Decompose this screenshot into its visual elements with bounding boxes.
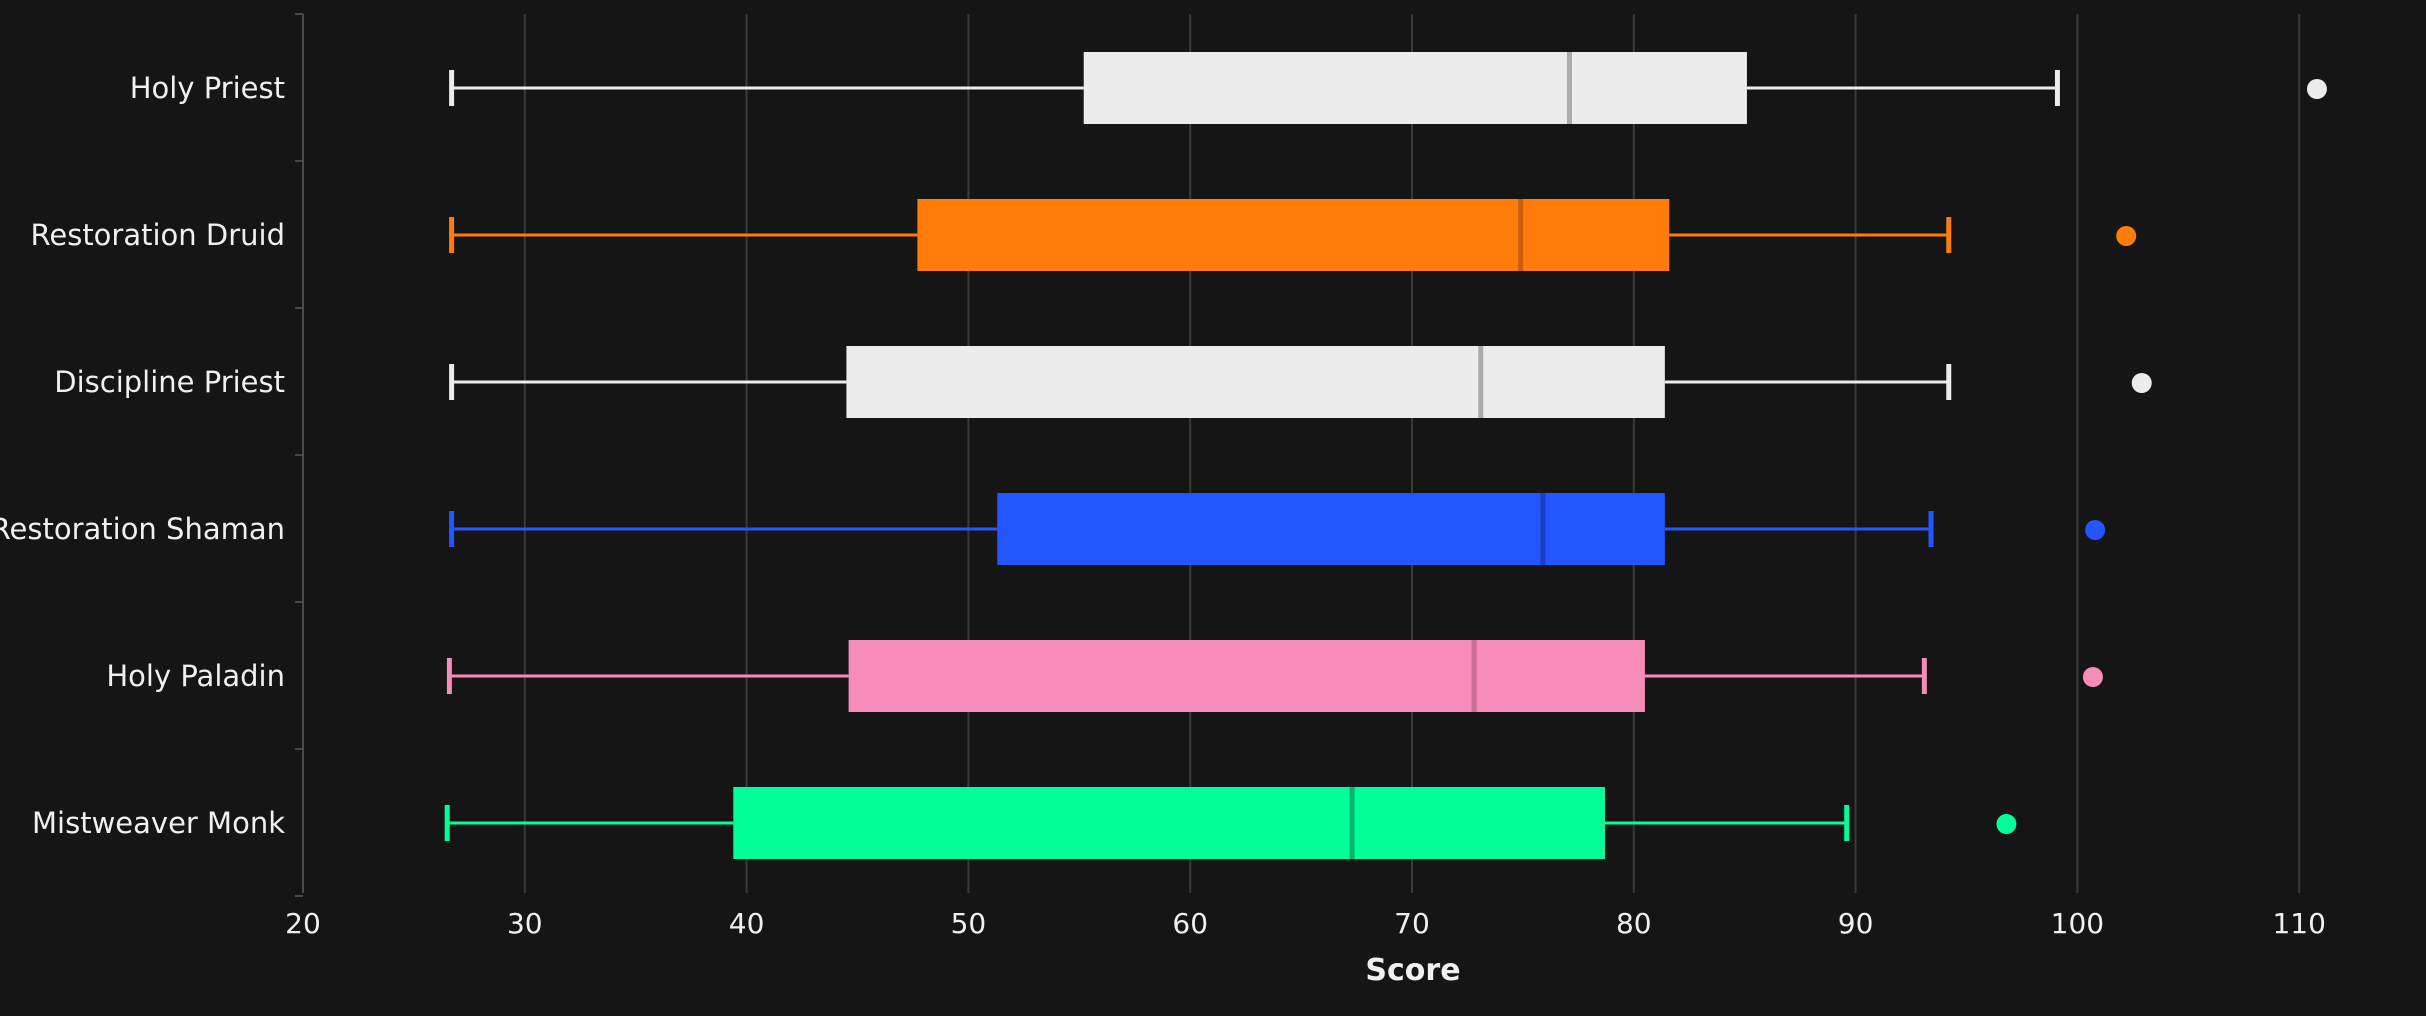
box-discipline-priest [449,346,2152,418]
x-tick-label: 20 [285,907,321,940]
category-labels: Holy Priest Restoration Druid Discipline P… [0,71,285,840]
grid-lines [523,14,2301,893]
category-label: Holy Priest [130,71,285,105]
x-tick-label: 50 [951,907,987,940]
x-tick-labels: 20 30 40 50 60 70 80 90 100 110 [285,907,2326,940]
x-tick-label: 60 [1172,907,1208,940]
x-tick-label: 110 [2272,907,2325,940]
x-tick-label: 90 [1838,907,1874,940]
x-axis-title: Score [1365,953,1460,988]
category-label: Discipline Priest [54,365,285,399]
outlier-point [2131,373,2152,393]
iqr-box [733,787,1605,859]
x-tick-label: 70 [1394,907,1430,940]
x-tick-label: 30 [507,907,543,940]
outlier-point [2085,520,2106,540]
iqr-box [848,640,1645,712]
iqr-box [846,346,1665,418]
iqr-box [997,493,1665,565]
x-tick-label: 100 [2051,907,2104,940]
x-tick-label: 40 [729,907,765,940]
category-label: Holy Paladin [106,659,285,693]
category-label: Restoration Druid [31,218,285,252]
outlier-point [2306,79,2327,99]
boxes [444,52,2327,859]
outlier-point [1996,814,2017,834]
box-holy-paladin [446,640,2103,712]
box-restoration-shaman [449,493,2106,565]
category-label: Restoration Shaman [0,512,285,546]
x-tick-label: 80 [1616,907,1652,940]
box-mistweaver-monk [444,787,2017,859]
outlier-point [2082,667,2103,687]
iqr-box [1083,52,1747,124]
category-label: Mistweaver Monk [32,806,285,840]
box-restoration-druid [449,199,2137,271]
y-axis [295,13,304,897]
box-holy-priest [449,52,2327,124]
iqr-box [917,199,1670,271]
outlier-point [2116,226,2137,246]
